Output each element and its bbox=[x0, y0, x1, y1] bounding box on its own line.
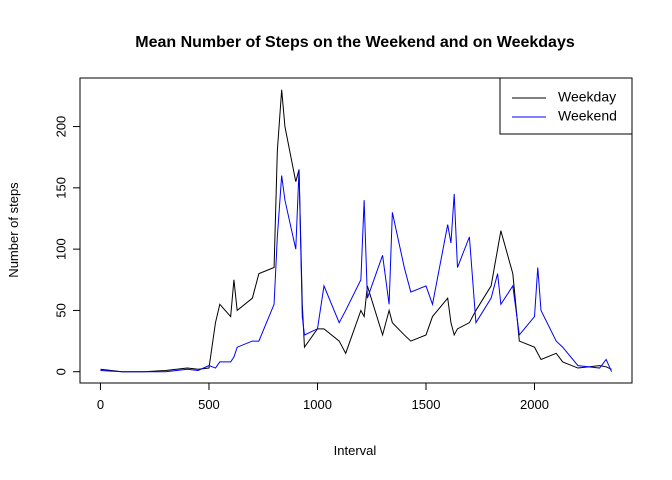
x-tick-label: 2000 bbox=[520, 397, 549, 412]
legend-label: Weekday bbox=[558, 89, 616, 105]
data-line bbox=[100, 169, 613, 373]
y-tick-label: 150 bbox=[53, 177, 68, 199]
chart-title: Mean Number of Steps on the Weekend and … bbox=[135, 34, 575, 51]
y-axis-label: Number of steps bbox=[6, 182, 21, 278]
x-tick-label: 500 bbox=[198, 397, 220, 412]
legend-label: Weekend bbox=[558, 108, 617, 124]
x-tick-label: 1500 bbox=[412, 397, 441, 412]
y-tick-label: 50 bbox=[53, 303, 68, 317]
x-tick-label: 0 bbox=[97, 397, 104, 412]
x-axis-label: Interval bbox=[334, 443, 377, 458]
y-tick-label: 0 bbox=[53, 368, 68, 375]
y-tick-label: 200 bbox=[53, 116, 68, 138]
legend-box bbox=[499, 77, 633, 135]
y-tick-label: 100 bbox=[53, 238, 68, 260]
x-tick-label: 1000 bbox=[303, 397, 332, 412]
